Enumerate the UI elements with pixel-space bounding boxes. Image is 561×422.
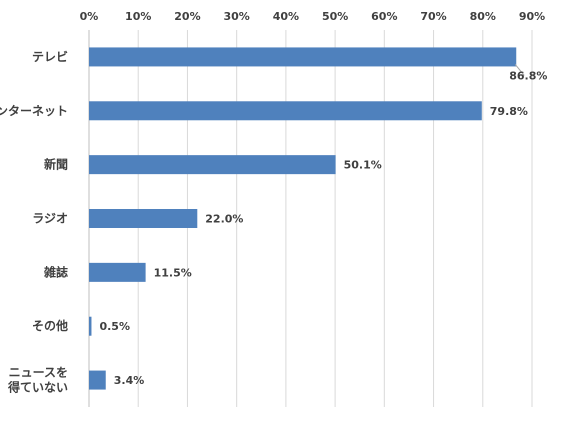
bar (89, 209, 198, 228)
value-label: 86.8% (509, 69, 547, 82)
value-label: 79.8% (490, 105, 528, 118)
x-tick-label: 0% (80, 10, 99, 23)
category-label: ニュースを得ていない (7, 366, 68, 395)
category-label: その他 (32, 318, 68, 333)
x-tick-label: 40% (273, 10, 299, 23)
x-tick-label: 70% (420, 10, 446, 23)
x-tick-label: 10% (125, 10, 151, 23)
category-label: インターネット (0, 104, 68, 118)
category-label: ラジオ (32, 212, 68, 226)
category-label: 雑誌 (43, 264, 68, 279)
value-label: 50.1% (344, 159, 382, 172)
value-label: 0.5% (99, 320, 130, 333)
bar (89, 155, 336, 175)
x-tick-label: 30% (223, 10, 249, 23)
x-tick-label: 20% (174, 10, 200, 23)
value-label: 3.4% (114, 374, 145, 387)
bar (89, 316, 92, 336)
gridlines (137, 30, 533, 407)
category-label: テレビ (32, 49, 68, 64)
x-tick-label: 50% (322, 10, 348, 23)
value-label: 11.5% (154, 266, 192, 279)
x-tick-label: 80% (470, 10, 496, 23)
value-label: 22.0% (205, 213, 243, 226)
x-tick-label: 90% (519, 10, 545, 23)
bar (89, 101, 482, 121)
x-axis-ticks: 0% 10% 20% 30% 40% 50% 60% 70% 80% 90% (80, 10, 546, 23)
bar (89, 370, 106, 390)
x-tick-label: 60% (371, 10, 397, 23)
bars (89, 47, 517, 390)
category-labels: テレビインターネット新聞ラジオ雑誌その他ニュースを得ていない (0, 49, 68, 395)
value-labels: 86.8% 79.8% 50.1% 22.0% 11.5% 0.5% 3.4% (99, 64, 547, 387)
category-label: 新聞 (44, 157, 68, 172)
bar (89, 262, 146, 282)
leader-line (514, 64, 525, 76)
bar (89, 47, 517, 67)
